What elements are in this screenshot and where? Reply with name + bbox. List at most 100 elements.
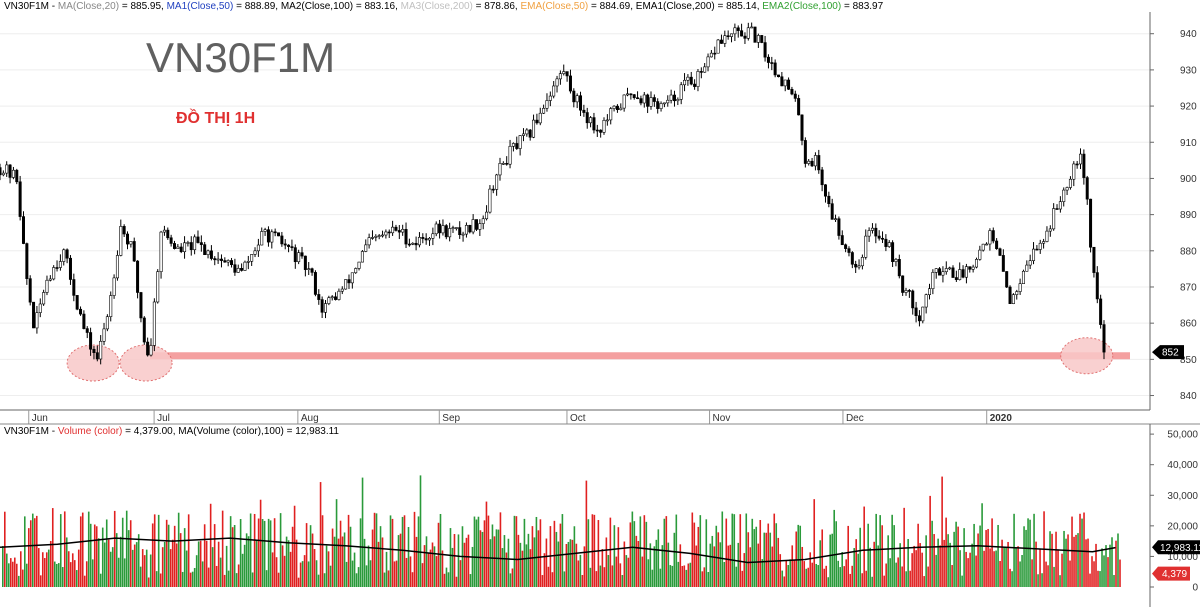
volume-bar bbox=[909, 570, 911, 587]
candle-body bbox=[179, 246, 183, 253]
candle-body bbox=[1058, 201, 1062, 210]
volume-bar bbox=[1045, 561, 1047, 587]
candle-body bbox=[649, 97, 653, 107]
volume-bar bbox=[873, 541, 875, 587]
volume-bar bbox=[603, 567, 606, 587]
candle-body bbox=[797, 98, 801, 116]
candle-body bbox=[679, 84, 683, 100]
candle-body bbox=[891, 242, 895, 262]
candle-body bbox=[629, 93, 633, 96]
volume-bar bbox=[249, 513, 252, 587]
candle-body bbox=[656, 101, 660, 109]
volume-bar bbox=[921, 552, 923, 587]
volume-bar bbox=[159, 573, 162, 587]
candle-body bbox=[273, 231, 277, 234]
candle-body bbox=[750, 26, 754, 29]
candle-body bbox=[256, 244, 260, 252]
candle-body bbox=[199, 242, 203, 245]
candle-body bbox=[1075, 163, 1079, 166]
candle-body bbox=[1038, 242, 1042, 250]
candle-body bbox=[1021, 270, 1025, 284]
volume-bar bbox=[1065, 538, 1067, 587]
volume-bar bbox=[631, 511, 634, 587]
volume-bar bbox=[273, 518, 276, 587]
volume-bar bbox=[733, 514, 736, 587]
volume-bar bbox=[373, 512, 376, 587]
volume-bar bbox=[627, 557, 630, 587]
candle-body bbox=[370, 237, 374, 239]
candle-body bbox=[565, 71, 569, 77]
volume-bar bbox=[333, 536, 336, 587]
candle-body bbox=[1099, 298, 1103, 325]
candle-body bbox=[152, 301, 156, 346]
candle-body bbox=[683, 79, 687, 86]
candle-body bbox=[870, 227, 874, 231]
volume-bar bbox=[669, 565, 672, 587]
candle-body bbox=[944, 268, 948, 273]
volume-bar bbox=[983, 550, 985, 587]
volume-bar bbox=[253, 513, 256, 587]
candle-body bbox=[58, 261, 62, 268]
candle-body bbox=[89, 332, 93, 350]
candle-body bbox=[813, 155, 817, 167]
volume-bar bbox=[1101, 548, 1103, 587]
price-legend-part-9: EMA2(Close,100) bbox=[762, 1, 842, 12]
volume-bar bbox=[361, 477, 364, 587]
price-legend-part-2: = 885.95, bbox=[119, 1, 167, 12]
volume-bar bbox=[759, 520, 762, 587]
candle-body bbox=[478, 223, 482, 230]
time-tick-label: Sep bbox=[442, 413, 460, 424]
candle-body bbox=[666, 99, 670, 104]
volume-bar bbox=[641, 556, 644, 587]
volume-badges: 12,983.11 4,379 bbox=[1152, 540, 1200, 581]
volume-bar bbox=[967, 558, 969, 587]
price-plot-area bbox=[0, 12, 1150, 410]
price-tick-label: 850 bbox=[1180, 355, 1197, 366]
volume-bar bbox=[809, 552, 812, 587]
volume-bar bbox=[985, 530, 987, 587]
candle-body bbox=[884, 238, 888, 247]
price-tick-label: 890 bbox=[1180, 210, 1197, 221]
volume-bar bbox=[1027, 518, 1029, 587]
volume-bar bbox=[647, 559, 650, 587]
volume-bar bbox=[599, 565, 602, 587]
candle-body bbox=[394, 226, 398, 231]
volume-bar bbox=[773, 513, 776, 587]
volume-bar bbox=[125, 510, 128, 587]
volume-bar bbox=[959, 550, 961, 587]
price-panel: 940 930 920 910 900 890 880 870 860 850 840 Jun Jul… bbox=[0, 12, 1197, 424]
volume-bar bbox=[685, 569, 688, 587]
volume-bar bbox=[589, 567, 592, 587]
candle-body bbox=[11, 169, 15, 178]
volume-bar bbox=[413, 511, 416, 587]
volume-bar bbox=[625, 555, 628, 587]
volume-bar bbox=[1109, 544, 1111, 587]
volume-bar bbox=[397, 535, 400, 587]
volume-bar bbox=[819, 540, 822, 587]
candle-body bbox=[830, 203, 834, 220]
candle-body bbox=[575, 95, 579, 103]
volume-bar bbox=[517, 534, 520, 587]
volume-bar bbox=[879, 515, 881, 587]
candle-body bbox=[803, 140, 807, 164]
volume-bar bbox=[897, 557, 899, 587]
volume-bar bbox=[449, 528, 452, 587]
volume-bar bbox=[1025, 529, 1027, 587]
volume-bar bbox=[567, 541, 570, 587]
volume-bar bbox=[729, 544, 732, 587]
candle-body bbox=[1028, 260, 1032, 266]
candle-body bbox=[535, 119, 539, 124]
volume-bar bbox=[881, 525, 883, 587]
candle-body bbox=[1018, 283, 1022, 292]
volume-bar bbox=[891, 514, 893, 587]
candle-body bbox=[941, 271, 945, 276]
candle-body bbox=[907, 290, 911, 292]
candle-body bbox=[401, 229, 405, 233]
candle-body bbox=[1008, 286, 1012, 304]
candle-body bbox=[313, 272, 317, 295]
candle-body bbox=[703, 66, 707, 73]
candle-body bbox=[213, 258, 217, 261]
volume-bar bbox=[151, 523, 154, 587]
volume-bar bbox=[595, 571, 598, 587]
volume-bar bbox=[899, 543, 901, 587]
